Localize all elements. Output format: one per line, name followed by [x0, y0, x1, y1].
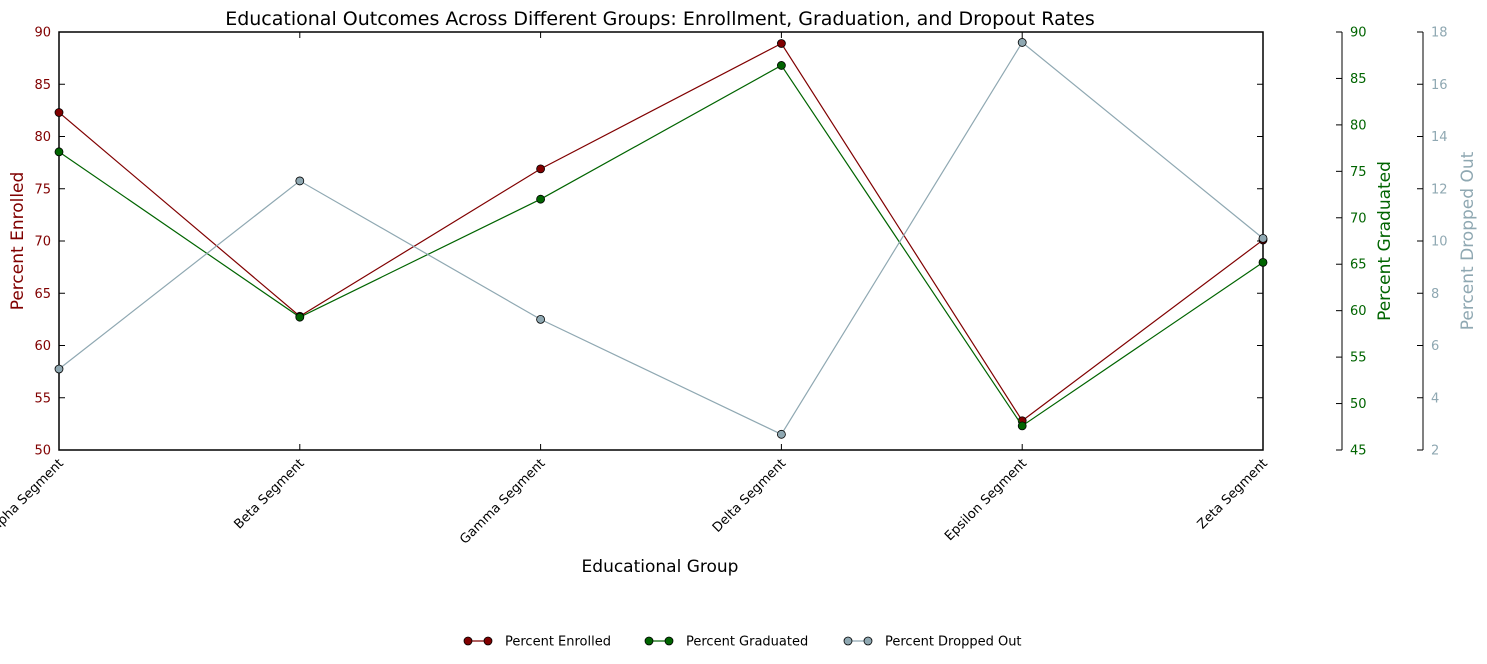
y-axis-title-right2: Percent Dropped Out: [1458, 151, 1478, 330]
right1-axis-tick-label: 65: [1350, 258, 1367, 273]
right2-axis-tick-label: 16: [1431, 78, 1448, 93]
x-axis-title: Educational Group: [582, 557, 739, 577]
data-point: [777, 429, 786, 439]
data-point: [1258, 233, 1268, 243]
left-axis-tick-label: 80: [34, 130, 51, 145]
data-point: [536, 314, 545, 324]
legend: Percent Enrolled Percent Graduated Percent…: [463, 635, 1022, 650]
left-axis-tick-label: 90: [34, 26, 51, 41]
legend-marker: [644, 636, 654, 646]
data-point: [295, 312, 305, 322]
data-point: [54, 147, 64, 157]
data-point: [536, 194, 545, 204]
data-point: [54, 108, 64, 117]
left-axis-tick-label: 70: [34, 235, 51, 250]
plot-frame: [58, 31, 1264, 451]
right2-axis-tick-label: 2: [1431, 444, 1439, 459]
right2-axis-tick-label: 6: [1431, 339, 1439, 354]
x-axis-tick-label: Alpha Segment: [0, 456, 67, 537]
data-point: [1258, 257, 1268, 267]
right1-axis-tick-label: 50: [1350, 397, 1367, 412]
legend-label: Percent Graduated: [686, 635, 808, 650]
x-axis-tick-label: Epsilon Segment: [942, 456, 1030, 544]
data-point: [1017, 421, 1027, 431]
right1-axis-tick-label: 55: [1350, 351, 1367, 366]
x-axis-tick-label: Zeta Segment: [1195, 456, 1271, 532]
right1-axis-tick-label: 45: [1350, 444, 1367, 459]
left-axis-tick-label: 50: [34, 444, 51, 459]
x-axis-tick-label: Delta Segment: [710, 456, 789, 535]
left-axis-tick-label: 85: [34, 78, 51, 93]
legend-marker: [463, 636, 473, 646]
left-axis-tick-label: 55: [34, 391, 51, 406]
right2-axis-tick-label: 4: [1431, 391, 1439, 406]
data-point: [777, 39, 786, 48]
chart-title: Educational Outcomes Across Different Gr…: [225, 8, 1095, 30]
legend-label: Percent Dropped Out: [885, 635, 1022, 650]
data-point: [777, 61, 786, 70]
data-point: [1017, 38, 1027, 47]
right1-axis-tick-label: 90: [1350, 26, 1367, 41]
left-axis-tick-label: 65: [34, 287, 51, 302]
left-axis-tick-label: 75: [34, 182, 51, 197]
right1-axis-tick-label: 70: [1350, 211, 1367, 226]
legend-marker: [843, 636, 853, 646]
right2-axis-tick-label: 14: [1431, 130, 1448, 145]
right1-axis-tick-label: 75: [1350, 165, 1367, 180]
right2-axis-tick-label: 8: [1431, 287, 1439, 302]
x-axis-tick-label: Gamma Segment: [457, 456, 548, 547]
right1-axis-tick-label: 80: [1350, 118, 1367, 133]
data-point: [54, 364, 64, 374]
series-line-0: [58, 42, 1264, 422]
legend-marker: [483, 636, 493, 646]
right2-axis-tick-label: 18: [1431, 26, 1448, 41]
right2-axis-tick-label: 12: [1431, 182, 1448, 197]
legend-marker: [664, 636, 674, 646]
y-axis-title-right1: Percent Graduated: [1375, 161, 1395, 321]
left-axis-tick-label: 60: [34, 339, 51, 354]
right1-axis-tick-label: 85: [1350, 72, 1367, 87]
series-line-2: [58, 41, 1264, 436]
plot-area: 50 55 60 65 70 75 80 85 90 45 50 55 60 65 70 75 80 85 90 2 4…: [0, 26, 1448, 548]
x-axis-tick-label: Beta Segment: [232, 456, 308, 532]
right1-axis-tick-label: 60: [1350, 304, 1367, 319]
data-point: [295, 176, 305, 186]
data-point: [536, 164, 545, 174]
legend-label: Percent Enrolled: [505, 635, 611, 650]
y-axis-title-left: Percent Enrolled: [8, 172, 28, 311]
series-line-1: [58, 64, 1264, 427]
legend-marker: [863, 636, 873, 646]
right2-axis-tick-label: 10: [1431, 235, 1448, 250]
